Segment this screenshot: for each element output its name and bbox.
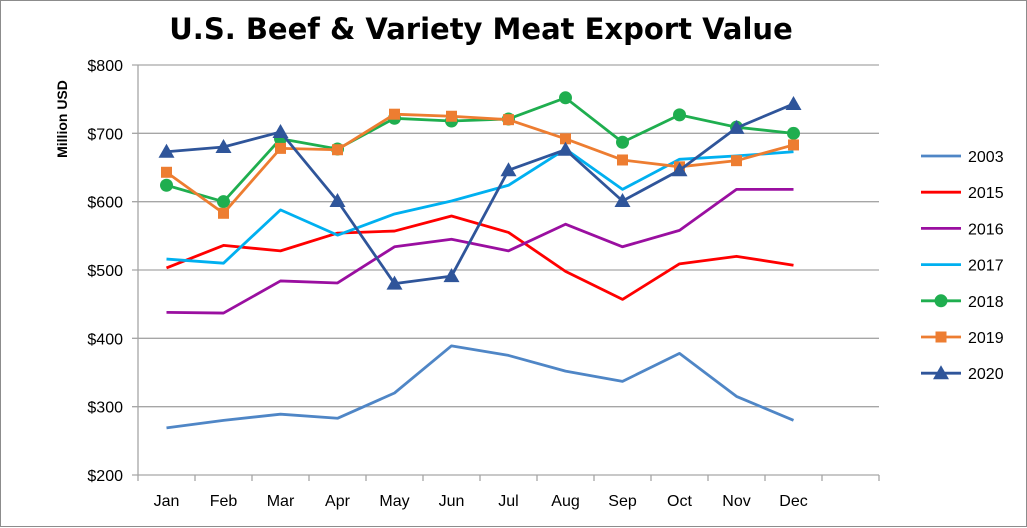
x-tick-label: Sep xyxy=(608,493,637,510)
data-point-square xyxy=(161,166,172,178)
data-point-square xyxy=(503,114,514,126)
y-tick-label: $800 xyxy=(87,58,123,75)
legend-item-2019: 2019 xyxy=(921,330,1004,347)
x-tick-label: Jan xyxy=(154,493,180,510)
legend-item-2018: 2018 xyxy=(921,294,1004,311)
legend-label: 2020 xyxy=(968,366,1004,383)
data-point-square xyxy=(275,142,286,154)
data-point-circle xyxy=(559,91,572,105)
data-point-triangle xyxy=(728,119,745,134)
data-point-square xyxy=(935,331,947,343)
y-tick-label: $400 xyxy=(87,331,123,348)
legend-label: 2016 xyxy=(968,221,1004,238)
data-point-triangle xyxy=(557,141,574,156)
series-line-2019 xyxy=(165,112,794,215)
legend-label: 2015 xyxy=(968,185,1004,202)
series-2018 xyxy=(160,91,800,209)
legend-item-2020: 2020 xyxy=(921,365,1004,383)
series-line-2020 xyxy=(166,102,795,286)
x-tick-label: Aug xyxy=(551,493,579,510)
y-tick-label: $600 xyxy=(87,195,123,212)
x-tick-label: Mar xyxy=(267,493,295,510)
data-point-circle xyxy=(160,178,173,192)
y-tick-label: $200 xyxy=(87,468,123,485)
x-tick-label: Jul xyxy=(498,493,518,510)
data-point-triangle xyxy=(272,123,289,138)
data-point-square xyxy=(788,139,799,151)
data-point-triangle xyxy=(614,192,631,207)
legend-label: 2017 xyxy=(968,258,1004,275)
legend-label: 2018 xyxy=(968,294,1004,311)
y-tick-label: $700 xyxy=(87,126,123,143)
x-tick-label: Apr xyxy=(325,493,351,510)
x-tick-label: Nov xyxy=(722,493,750,510)
data-point-triangle xyxy=(215,139,232,153)
data-point-square xyxy=(389,108,400,120)
data-point-triangle xyxy=(671,162,688,177)
data-point-square xyxy=(731,155,742,167)
data-point-triangle xyxy=(785,95,802,110)
data-point-square xyxy=(560,133,571,145)
legend-item-2003: 2003 xyxy=(921,149,1004,166)
series-2016 xyxy=(166,187,794,315)
series-line-2017 xyxy=(166,147,794,265)
data-point-triangle xyxy=(158,143,175,158)
legend-item-2017: 2017 xyxy=(921,258,1004,275)
x-tick-label: Jun xyxy=(439,493,465,510)
data-point-circle xyxy=(787,126,800,140)
data-point-triangle xyxy=(386,275,403,290)
chart-title: U.S. Beef & Variety Meat Export Value xyxy=(169,12,793,46)
y-tick-label: $300 xyxy=(87,400,123,417)
y-tick-label: $500 xyxy=(87,263,123,280)
data-point-triangle xyxy=(933,365,949,380)
data-point-square xyxy=(446,110,457,122)
legend-label: 2003 xyxy=(968,149,1004,166)
series-2019 xyxy=(161,108,799,219)
data-point-circle xyxy=(217,195,230,209)
data-point-square xyxy=(218,207,229,219)
data-point-triangle xyxy=(500,162,517,177)
series-line-2016 xyxy=(166,187,794,315)
data-point-circle xyxy=(616,135,629,149)
series-line-2003 xyxy=(166,344,795,430)
series-2017 xyxy=(166,147,794,265)
data-point-square xyxy=(332,144,343,156)
y-axis-label: Million USD xyxy=(54,80,70,158)
data-point-circle xyxy=(673,108,686,122)
x-tick-label: Feb xyxy=(210,493,238,510)
x-tick-label: Dec xyxy=(779,493,807,510)
data-point-triangle xyxy=(329,192,346,207)
data-point-triangle xyxy=(443,268,460,283)
legend-label: 2019 xyxy=(968,330,1004,347)
x-tick-label: Oct xyxy=(667,493,692,510)
data-point-square xyxy=(617,154,628,166)
series-2003 xyxy=(166,344,795,430)
series-2020 xyxy=(158,95,802,290)
legend-item-2016: 2016 xyxy=(921,221,1004,238)
data-point-circle xyxy=(934,294,948,308)
series-line-2018 xyxy=(166,96,794,204)
x-tick-label: May xyxy=(379,493,409,510)
legend-item-2015: 2015 xyxy=(921,185,1004,202)
